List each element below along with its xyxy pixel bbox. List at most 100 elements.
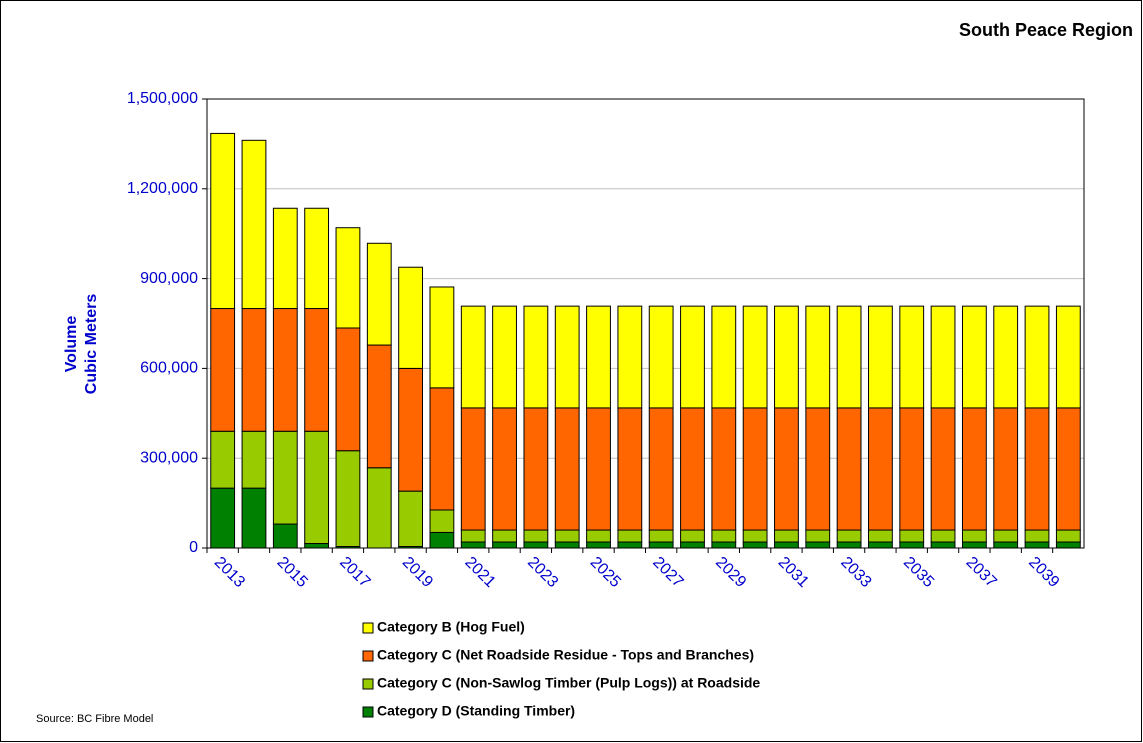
- bar-segment: [429, 387, 455, 511]
- bar-segment: [836, 541, 862, 549]
- bar-segment: [210, 308, 236, 432]
- y-label-line: Volume: [63, 316, 80, 373]
- bar-segment: [617, 541, 643, 549]
- bar-segment: [335, 450, 361, 548]
- bar-segment: [554, 541, 580, 549]
- bar-segment: [492, 529, 517, 543]
- bar-segment: [774, 305, 799, 409]
- bar-segment: [648, 407, 674, 531]
- bar-segment: [1055, 541, 1081, 549]
- bar-segment: [805, 305, 831, 409]
- bar-segment: [210, 132, 236, 310]
- y-tick-label: 300,000: [140, 449, 198, 466]
- bar-segment: [774, 541, 799, 549]
- bar-segment: [711, 541, 737, 549]
- bar-segment: [617, 407, 643, 531]
- bar-segment: [460, 541, 486, 549]
- bar-segment: [1024, 407, 1050, 531]
- bar-segment: [868, 407, 893, 531]
- bar-segment: [523, 541, 549, 549]
- bar-segment: [680, 529, 705, 543]
- bar-segment: [680, 407, 705, 531]
- bar-segment: [398, 490, 423, 548]
- legend-label: Category C (Non-Sawlog Timber (Pulp Logs…: [377, 675, 760, 691]
- bar-segment: [366, 344, 392, 469]
- legend-swatch: [362, 706, 374, 718]
- bar-segment: [272, 430, 298, 525]
- bar-segment: [648, 305, 674, 409]
- bar-segment: [335, 327, 361, 452]
- bar-segment: [210, 487, 236, 549]
- bar-segment: [648, 541, 674, 549]
- bar-segment: [523, 305, 549, 409]
- y-label-line: Cubic Meters: [83, 294, 100, 395]
- bar-segment: [680, 541, 705, 549]
- bar-segment: [272, 523, 298, 549]
- bar-segment: [1024, 541, 1050, 549]
- bar-segment: [617, 305, 643, 409]
- legend-label: Category D (Standing Timber): [377, 703, 575, 719]
- bar-segment: [586, 541, 611, 549]
- bar-segment: [272, 308, 298, 432]
- bar-segment: [1055, 529, 1081, 543]
- bar-segment: [993, 541, 1019, 549]
- legend-label: Category C (Net Roadside Residue - Tops …: [377, 647, 754, 663]
- y-tick-label: 0: [189, 539, 198, 556]
- bar-segment: [492, 305, 517, 409]
- bar-segment: [523, 529, 549, 543]
- bar-segment: [930, 407, 956, 531]
- bar-segment: [648, 529, 674, 543]
- bar-segment: [241, 430, 267, 489]
- bar-segment: [586, 529, 611, 543]
- bar-segment: [304, 308, 330, 432]
- bar-segment: [241, 139, 267, 310]
- bar-segment: [930, 529, 956, 543]
- bar-segment: [429, 286, 455, 389]
- bar-segment: [836, 305, 862, 409]
- bar-segment: [961, 541, 987, 549]
- legend-swatch: [362, 650, 374, 662]
- bar-segment: [523, 407, 549, 531]
- bar-segment: [993, 305, 1019, 409]
- bar-segment: [961, 529, 987, 543]
- bar-segment: [460, 407, 486, 531]
- y-axis-label: Volume Cubic Meters: [63, 294, 100, 395]
- bar-segment: [304, 207, 330, 310]
- bar-segment: [398, 367, 423, 492]
- bar-segment: [460, 305, 486, 409]
- bar-segment: [742, 529, 768, 543]
- legend-swatch: [362, 678, 374, 690]
- bar-segment: [304, 543, 330, 549]
- bar-segment: [836, 529, 862, 543]
- bar-segment: [241, 487, 267, 549]
- bar-segment: [805, 541, 831, 549]
- bar-segment: [993, 407, 1019, 531]
- y-tick-label: 1,200,000: [127, 180, 198, 197]
- bar-segment: [993, 529, 1019, 543]
- bar-segment: [1055, 407, 1081, 531]
- bar-segment: [586, 305, 611, 409]
- legend-swatch: [362, 622, 374, 634]
- bar-segment: [586, 407, 611, 531]
- bar-segment: [554, 529, 580, 543]
- plot-frame: [206, 98, 1085, 549]
- bar-segment: [868, 305, 893, 409]
- bar-segment: [366, 242, 392, 346]
- bar-segment: [398, 266, 423, 369]
- bar-segment: [899, 541, 925, 549]
- bar-segment: [304, 430, 330, 545]
- bar-segment: [680, 305, 705, 409]
- bar-segment: [366, 467, 392, 549]
- bar-segment: [805, 407, 831, 531]
- bar-segment: [805, 529, 831, 543]
- bar-segment: [241, 308, 267, 432]
- bar-segment: [210, 430, 236, 489]
- bar-segment: [774, 529, 799, 543]
- bar-segment: [961, 407, 987, 531]
- chart-title: South Peace Region: [959, 20, 1133, 40]
- source-note: Source: BC Fibre Model: [36, 713, 153, 725]
- bar-segment: [492, 407, 517, 531]
- bar-segment: [836, 407, 862, 531]
- bar-segment: [711, 407, 737, 531]
